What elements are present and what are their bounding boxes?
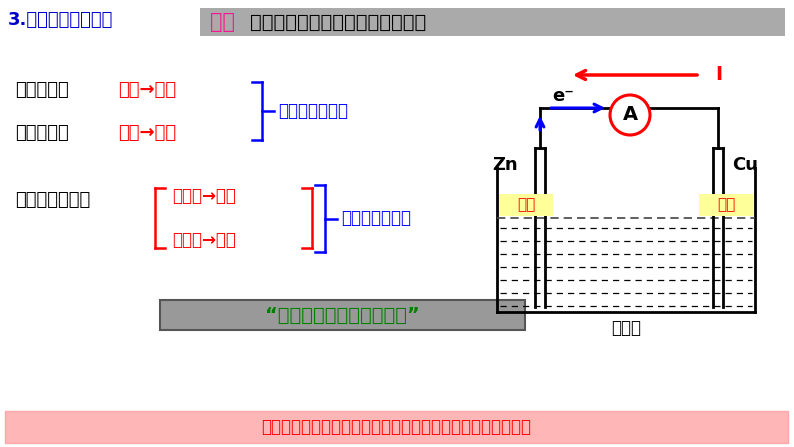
FancyBboxPatch shape xyxy=(5,411,788,443)
Text: e⁻: e⁻ xyxy=(552,87,574,105)
FancyBboxPatch shape xyxy=(499,194,553,216)
Text: 3.原电池的工作原理: 3.原电池的工作原理 xyxy=(8,11,114,29)
Circle shape xyxy=(610,95,650,135)
Text: I: I xyxy=(715,66,722,84)
Text: 正极: 正极 xyxy=(717,198,735,212)
Text: A: A xyxy=(622,105,638,125)
Text: “电子不下水，离子不上岸”: “电子不下水，离子不上岸” xyxy=(265,305,420,325)
FancyBboxPatch shape xyxy=(699,194,753,216)
Text: 这样整个电路构成了闭合回路，带电粒子的定向移动产生电流: 这样整个电路构成了闭合回路，带电粒子的定向移动产生电流 xyxy=(261,418,531,436)
Text: 正极→负极: 正极→负极 xyxy=(118,124,176,142)
FancyBboxPatch shape xyxy=(200,8,785,36)
Text: 阳离子→正极: 阳离子→正极 xyxy=(172,187,236,205)
Text: 思考: 思考 xyxy=(210,12,235,32)
Text: 电流方向：: 电流方向： xyxy=(15,124,69,142)
Text: 硫酸铜: 硫酸铜 xyxy=(611,319,641,337)
Text: 内电路（溶液）: 内电路（溶液） xyxy=(341,210,411,228)
Text: 负极: 负极 xyxy=(517,198,535,212)
Text: Cu: Cu xyxy=(732,156,758,174)
Text: 离子移动方向：: 离子移动方向： xyxy=(15,191,91,209)
Text: 电子流向：: 电子流向： xyxy=(15,81,69,99)
FancyBboxPatch shape xyxy=(160,300,525,330)
Text: 外电路（导线）: 外电路（导线） xyxy=(278,102,348,120)
Text: 负极→正极: 负极→正极 xyxy=(118,81,176,99)
Text: ：电子流向、电流方向、离子流向: ：电子流向、电流方向、离子流向 xyxy=(250,13,426,31)
Text: Zn: Zn xyxy=(492,156,518,174)
Text: 阴离子→负极: 阴离子→负极 xyxy=(172,231,236,249)
